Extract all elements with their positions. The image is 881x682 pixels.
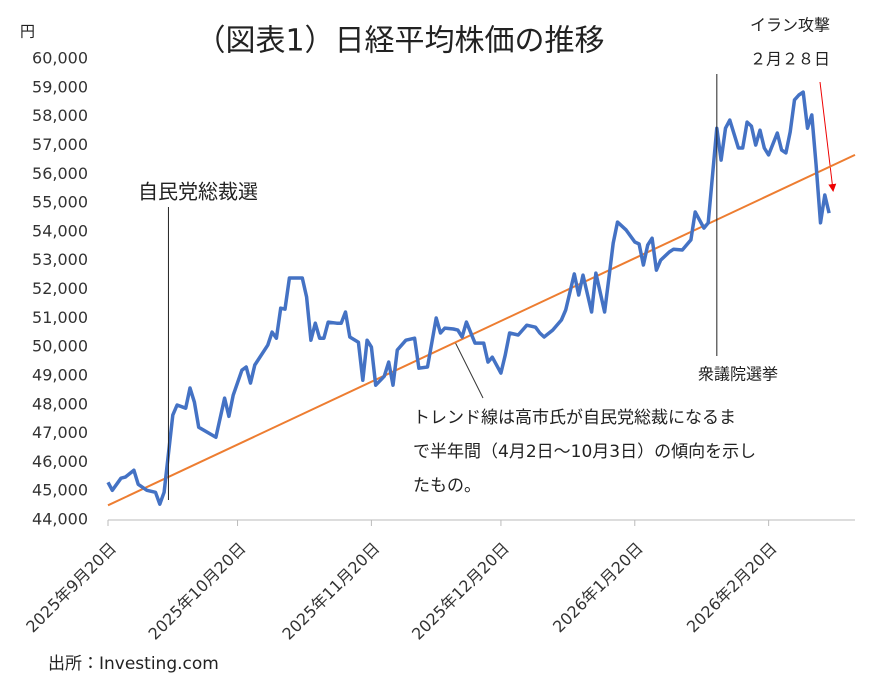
y-tick-label: 45,000 xyxy=(32,481,88,500)
annotation: 自民党総裁選 xyxy=(138,180,258,204)
y-tick-label: 44,000 xyxy=(32,510,88,529)
y-unit: 円 xyxy=(20,23,35,41)
y-tick-label: 51,000 xyxy=(32,308,88,327)
y-tick-label: 47,000 xyxy=(32,423,88,442)
trend-note: で半年間（4月2日～10月3日）の傾向を示し xyxy=(413,442,756,462)
x-tick-label: 2025年11月20日 xyxy=(278,539,383,644)
annotation: 衆議院選挙 xyxy=(698,365,778,384)
y-tick-label: 54,000 xyxy=(32,221,88,240)
x-tick-label: 2026年2月20日 xyxy=(683,539,781,637)
y-tick-label: 46,000 xyxy=(32,452,88,471)
trend-note: トレンド線は高市氏が自民党総裁になるま xyxy=(413,408,736,428)
y-tick-label: 52,000 xyxy=(32,279,88,298)
chart-title: （図表1）日経平均株価の推移 xyxy=(195,24,604,59)
y-tick-label: 58,000 xyxy=(32,106,88,125)
x-tick-label: 2025年9月20日 xyxy=(22,539,120,637)
y-tick-label: 49,000 xyxy=(32,365,88,384)
y-tick-label: 60,000 xyxy=(32,49,88,68)
trend-note: たもの。 xyxy=(413,476,481,496)
x-tick-label: 2025年12月20日 xyxy=(408,539,513,644)
y-tick-label: 59,000 xyxy=(32,77,88,96)
annotation: ２月２８日 xyxy=(750,50,830,69)
annotation: イラン攻撃 xyxy=(750,16,830,35)
y-tick-label: 53,000 xyxy=(32,250,88,269)
y-tick-label: 57,000 xyxy=(32,135,88,154)
y-tick-label: 55,000 xyxy=(32,193,88,212)
x-tick-label: 2026年1月20日 xyxy=(549,539,647,637)
y-tick-label: 56,000 xyxy=(32,164,88,183)
trend-line xyxy=(107,153,856,507)
x-tick-label: 2025年10月20日 xyxy=(145,539,250,644)
source: 出所：Investing.com xyxy=(48,654,219,674)
y-tick-label: 48,000 xyxy=(32,394,88,413)
price-line xyxy=(106,90,831,506)
leader-line xyxy=(454,341,484,399)
y-tick-label: 50,000 xyxy=(32,337,88,356)
arrow xyxy=(819,81,837,192)
